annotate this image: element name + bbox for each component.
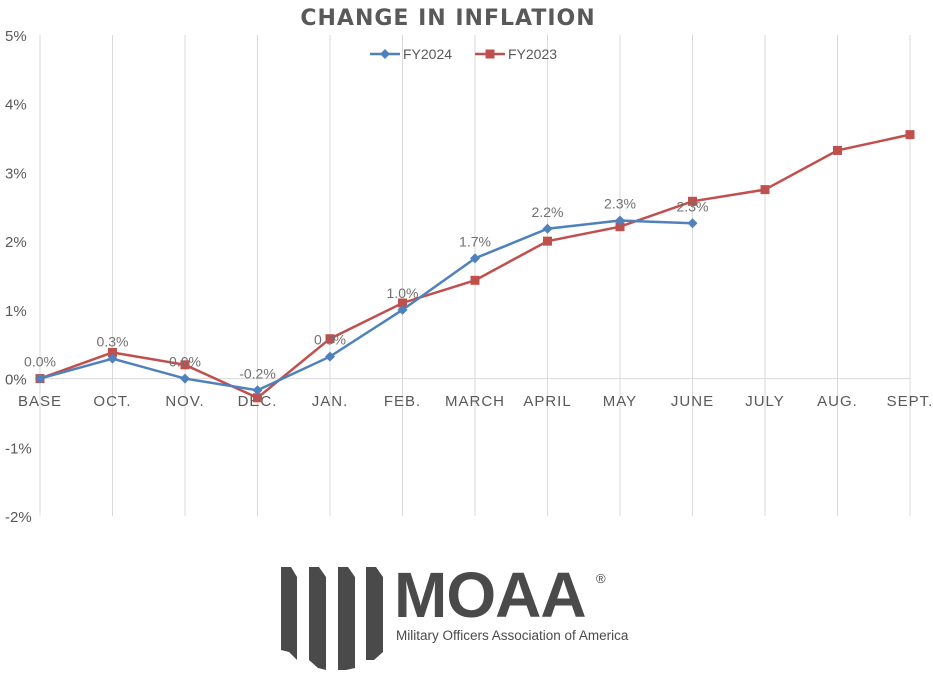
x-tick-label: MARCH (445, 393, 505, 410)
x-tick-label: OCT. (93, 393, 131, 410)
data-point-FY2024 (397, 304, 408, 315)
registered-mark: ® (596, 571, 606, 586)
x-tick-label: NOV. (165, 393, 204, 410)
legend-marker (485, 49, 495, 59)
data-label: 0.3% (314, 332, 346, 348)
data-point-FY2023 (180, 360, 190, 370)
data-point-FY2023 (543, 236, 552, 246)
data-label: 2.2% (532, 204, 564, 220)
y-tick-label: -1% (5, 440, 32, 457)
data-point-FY2023 (253, 393, 262, 403)
y-tick-label: 1% (5, 303, 27, 320)
series-line-FY2024 (39, 219, 693, 392)
x-tick-label: SEPT. (887, 393, 933, 410)
data-label: 1.0% (387, 285, 419, 301)
x-tick-label: JAN. (312, 393, 349, 410)
legend-label: FY2024 (403, 46, 452, 62)
logo-tagline: Military Officers Association of America (396, 628, 629, 643)
data-point-FY2024 (687, 218, 698, 229)
data-point-FY2024 (542, 223, 553, 234)
data-point-FY2024 (252, 385, 263, 396)
data-point-FY2023 (833, 145, 842, 155)
chart-title: CHANGE IN INFLATION (300, 6, 595, 31)
data-label: 2.3% (604, 196, 636, 212)
data-label: 0.3% (97, 334, 129, 350)
data-point-FY2024 (615, 215, 625, 226)
y-tick-label: 5% (5, 28, 27, 45)
data-point-FY2024 (470, 253, 480, 264)
data-point-FY2023 (398, 298, 407, 308)
y-tick-label: 2% (5, 234, 27, 251)
x-tick-label: APRIL (523, 393, 571, 410)
data-point-FY2023 (108, 347, 117, 357)
data-label: 2.3% (677, 198, 709, 214)
x-tick-label: JULY (745, 393, 785, 410)
x-tick-label: AUG. (817, 393, 858, 410)
legend-marker (380, 49, 390, 59)
data-point-FY2023 (470, 275, 480, 285)
x-tick-label: JUNE (671, 393, 714, 410)
legend-label: FY2023 (508, 46, 557, 62)
data-point-FY2023 (688, 196, 697, 206)
data-point-FY2023 (760, 185, 770, 195)
inflation-chart: CHANGE IN INFLATION -2% -1% 0% 1% 2% 3% 4% 5% B… (5, 6, 933, 526)
data-point-FY2024 (325, 351, 335, 362)
x-tick-label: MAY (603, 393, 637, 410)
y-tick-label: 3% (5, 165, 27, 182)
data-point-FY2024 (180, 373, 190, 384)
data-label: 1.7% (459, 233, 491, 249)
data-point-FY2023 (905, 130, 915, 140)
data-point-FY2024 (107, 353, 118, 364)
data-label: 0.0% (24, 354, 56, 370)
x-tick-label: BASE (18, 393, 62, 410)
y-tick-label: 4% (5, 97, 27, 114)
data-point-FY2023 (325, 334, 335, 344)
data-point-FY2023 (615, 222, 625, 232)
data-point-FY2024 (35, 373, 45, 384)
y-tick-label: 0% (5, 372, 27, 389)
y-tick-label: -2% (5, 509, 32, 526)
data-label: 0.0% (169, 354, 201, 370)
logo-wordmark: MOAA (394, 559, 587, 631)
x-tick-label: FEB. (384, 393, 421, 410)
data-label: -0.2% (239, 365, 276, 381)
